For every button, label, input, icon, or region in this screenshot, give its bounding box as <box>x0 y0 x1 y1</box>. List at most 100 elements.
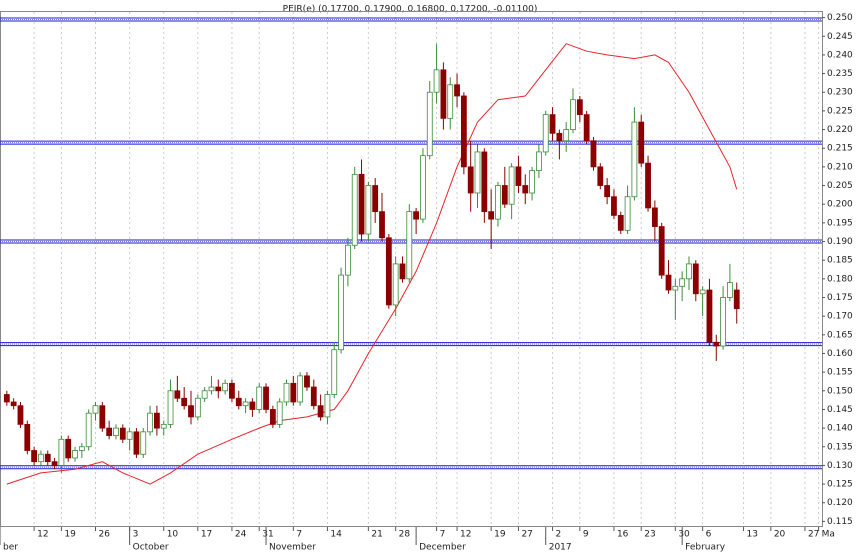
candle-body <box>345 244 351 276</box>
candle-body <box>194 397 201 418</box>
candle-body <box>686 263 692 280</box>
y-tick-label: 0.250 <box>827 13 853 23</box>
x-tick-label: 23 <box>644 530 655 540</box>
y-tick-label: 0.235 <box>827 69 853 79</box>
y-tick-label: 0.185 <box>827 256 853 266</box>
y-tick-label: 0.115 <box>827 517 853 527</box>
y-tick-label: 0.175 <box>827 293 853 303</box>
x-tick-label: 10 <box>167 530 179 540</box>
y-tick-label: 0.210 <box>827 162 853 172</box>
candle-body <box>385 237 392 306</box>
candle-body <box>440 69 447 119</box>
x-tick-label: 7 <box>440 530 446 540</box>
candle-body <box>269 409 276 425</box>
candle-body <box>65 438 72 459</box>
candle-body <box>167 390 174 425</box>
candle-body <box>119 427 126 440</box>
candle-body <box>290 382 297 403</box>
x-tick-label: 21 <box>371 530 382 540</box>
candle-body <box>447 84 454 119</box>
candle-body <box>201 390 208 399</box>
candle-body <box>474 151 481 194</box>
y-tick-label: 0.215 <box>827 144 853 154</box>
candle-body <box>235 397 242 407</box>
candle-body <box>399 263 406 280</box>
x-tick-label: 30 <box>678 530 690 540</box>
candle-body <box>406 211 413 280</box>
candle-body <box>651 207 658 227</box>
candle-body <box>413 211 420 220</box>
candle-body <box>140 431 147 455</box>
candle-body <box>590 140 597 168</box>
x-tick-label: 7 <box>296 530 302 540</box>
candle-body <box>720 297 726 347</box>
candle-body <box>706 289 713 343</box>
y-tick-label: 0.195 <box>827 218 853 228</box>
candle-body <box>208 386 215 392</box>
candle-body <box>133 431 140 455</box>
candle-body <box>78 446 85 451</box>
candle-body <box>276 401 283 425</box>
candle-body <box>672 285 679 291</box>
candle-body <box>283 382 290 403</box>
y-tick-label: 0.160 <box>827 349 853 359</box>
candle-body <box>611 196 617 216</box>
x-tick-label: 26 <box>99 530 111 540</box>
x-tick-label: 28 <box>399 530 411 540</box>
candle-body <box>426 91 433 157</box>
candle-body <box>44 453 51 463</box>
month-label: February <box>685 543 726 553</box>
x-tick-label: Ma <box>822 530 835 540</box>
month-label: 2017 <box>549 543 572 553</box>
moving-average <box>6 43 738 485</box>
x-tick-label: 16 <box>617 530 629 540</box>
candle-body <box>454 84 460 97</box>
candle-body <box>713 341 720 347</box>
month-label: November <box>269 543 316 553</box>
candle-body <box>699 289 706 295</box>
candle-body <box>147 412 153 433</box>
candle-body <box>420 155 426 220</box>
candle-body <box>358 173 365 235</box>
candle-body <box>583 114 590 142</box>
candle-body <box>263 386 269 410</box>
candle-body <box>174 390 181 399</box>
candle-body <box>570 99 576 130</box>
candle-body <box>495 185 501 220</box>
candle-body <box>563 129 570 142</box>
x-tick-label: 12 <box>37 530 48 540</box>
x-tick-label: 24 <box>235 530 247 540</box>
x-tick-label: 27 <box>521 530 532 540</box>
y-tick-label: 0.205 <box>827 181 853 191</box>
y-tick-label: 0.220 <box>827 125 853 135</box>
candle-body <box>658 226 665 276</box>
candle-body <box>372 185 379 213</box>
candle-body <box>597 166 604 186</box>
candle-body <box>522 185 529 194</box>
month-label: October <box>133 543 169 553</box>
y-tick-label: 0.155 <box>827 368 853 378</box>
candle-body <box>727 282 733 298</box>
candle-body <box>679 278 686 287</box>
candle-body <box>501 185 508 205</box>
y-tick-label: 0.180 <box>827 274 853 284</box>
candle-body <box>665 274 672 291</box>
candle-body <box>256 386 263 410</box>
candle-body <box>3 394 10 403</box>
candle-body <box>529 170 535 194</box>
candle-body <box>310 386 317 407</box>
candle-body <box>113 427 119 436</box>
candle-body <box>85 412 92 448</box>
y-tick-label: 0.240 <box>827 50 853 60</box>
x-tick-label: 9 <box>583 530 589 540</box>
y-tick-label: 0.245 <box>827 32 853 42</box>
x-tick-label: 20 <box>774 530 786 540</box>
x-tick-label: 19 <box>494 530 506 540</box>
candle-body <box>58 438 65 466</box>
month-label: December <box>419 543 466 553</box>
candle-body <box>638 121 645 164</box>
candle-body <box>536 151 542 172</box>
x-tick-label: 13 <box>747 530 758 540</box>
candle-body <box>351 173 358 246</box>
